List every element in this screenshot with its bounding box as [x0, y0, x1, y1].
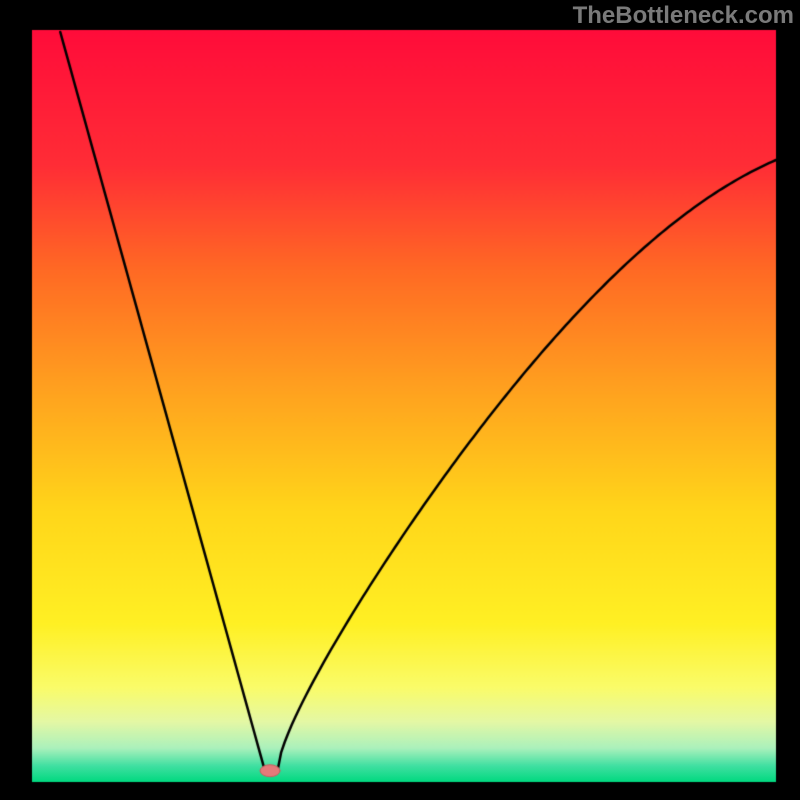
- chart-container: TheBottleneck.com: [0, 0, 800, 800]
- watermark-text: TheBottleneck.com: [573, 2, 794, 30]
- bottleneck-curve-chart: [0, 0, 800, 800]
